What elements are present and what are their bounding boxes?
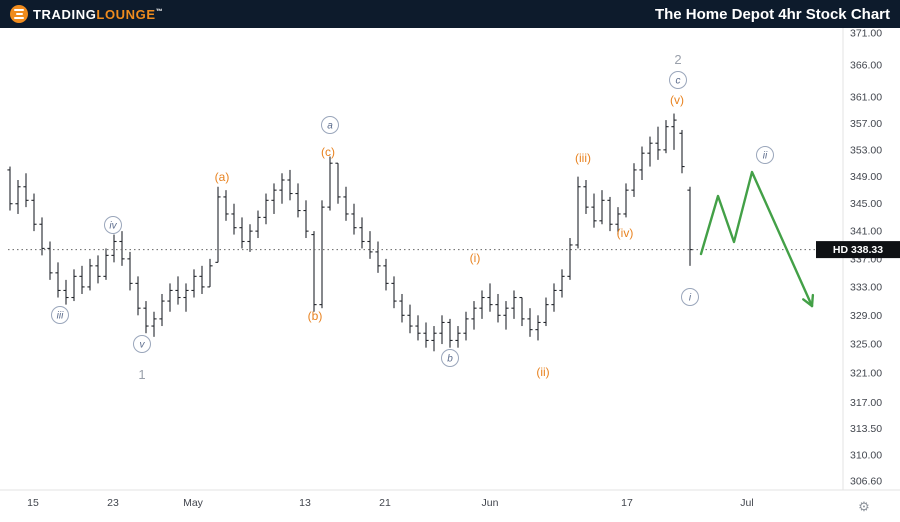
y-axis-label: 329.00 (850, 310, 882, 322)
chart-area: 371.00 366.00 361.00 357.00 353.00 349.00 345.… (0, 28, 900, 522)
brand-name-primary: TRADING (33, 6, 97, 22)
wave-label: (b) (308, 309, 323, 323)
wave-circle (104, 216, 122, 234)
y-axis-label: 310.00 (850, 450, 882, 462)
x-axis-label: 23 (107, 497, 119, 509)
wave-label: b (447, 354, 453, 365)
x-axis-label: Jul (740, 497, 753, 509)
y-axis-label: 313.50 (850, 423, 882, 435)
wave-circle (51, 306, 69, 324)
y-axis-label: 325.00 (850, 339, 882, 351)
x-axis-label: 13 (299, 497, 311, 509)
wave-circle (756, 146, 774, 164)
top-bar: TRADINGLOUNGE™ The Home Depot 4hr Stock … (0, 0, 900, 28)
wave-label: a (327, 121, 333, 132)
wave-label: iii (57, 311, 64, 322)
x-axis-label: May (183, 497, 204, 509)
x-axis-label: 15 (27, 497, 39, 509)
wave-circle (669, 71, 687, 89)
wave-circle (133, 335, 151, 353)
x-axis-label: 21 (379, 497, 391, 509)
brand-icon (10, 5, 28, 23)
wave-label: (iv) (617, 226, 634, 240)
gear-icon[interactable]: ⚙ (858, 499, 870, 514)
wave-label: (v) (670, 93, 684, 107)
page-title: The Home Depot 4hr Stock Chart (654, 5, 890, 23)
wave-circle (441, 349, 459, 367)
wave-label: (i) (470, 251, 481, 265)
y-axis-label: 349.00 (850, 171, 882, 183)
brand-logo[interactable]: TRADINGLOUNGE™ (10, 5, 163, 23)
wave-label: 1 (138, 367, 145, 382)
wave-circle (321, 116, 339, 134)
stock-chart-canvas[interactable]: 371.00 366.00 361.00 357.00 353.00 349.00 345.… (0, 28, 900, 522)
y-axis-label: 321.00 (850, 368, 882, 380)
y-axis-label: 345.00 (850, 198, 882, 210)
price-badge (816, 241, 900, 259)
wave-label: 2 (674, 52, 681, 67)
projection-arrowhead (810, 293, 815, 308)
price-badge-label: HD 338.33 (833, 244, 883, 256)
wave-label: (iii) (575, 151, 591, 165)
y-axis-label: 341.00 (850, 226, 882, 238)
y-axis-label: 306.60 (850, 476, 882, 488)
projection-arrowhead (802, 298, 814, 308)
wave-label: (a) (215, 170, 230, 184)
wave-label: iv (109, 221, 117, 232)
y-axis-label: 317.00 (850, 397, 882, 409)
brand-name: TRADINGLOUNGE™ (33, 8, 163, 21)
trademark-symbol: ™ (155, 8, 164, 16)
wave-label: (c) (321, 145, 335, 159)
x-axis-label: Jun (482, 497, 499, 509)
wave-label: i (689, 293, 692, 304)
wave-label: v (140, 340, 146, 351)
y-axis-label: 357.00 (850, 118, 882, 130)
wave-label: ii (763, 151, 768, 162)
projection-path (699, 170, 814, 308)
y-axis-label: 353.00 (850, 144, 882, 156)
y-axis-label: 361.00 (850, 92, 882, 104)
wave-label: (ii) (536, 365, 549, 379)
wave-label: c (676, 76, 681, 87)
y-axis-label: 371.00 (850, 28, 882, 40)
brand-name-secondary: LOUNGE (96, 6, 156, 22)
y-axis-label: 366.00 (850, 59, 882, 71)
wave-circle (681, 288, 699, 306)
x-axis-label: 17 (621, 497, 633, 509)
y-axis-label: 333.00 (850, 281, 882, 293)
